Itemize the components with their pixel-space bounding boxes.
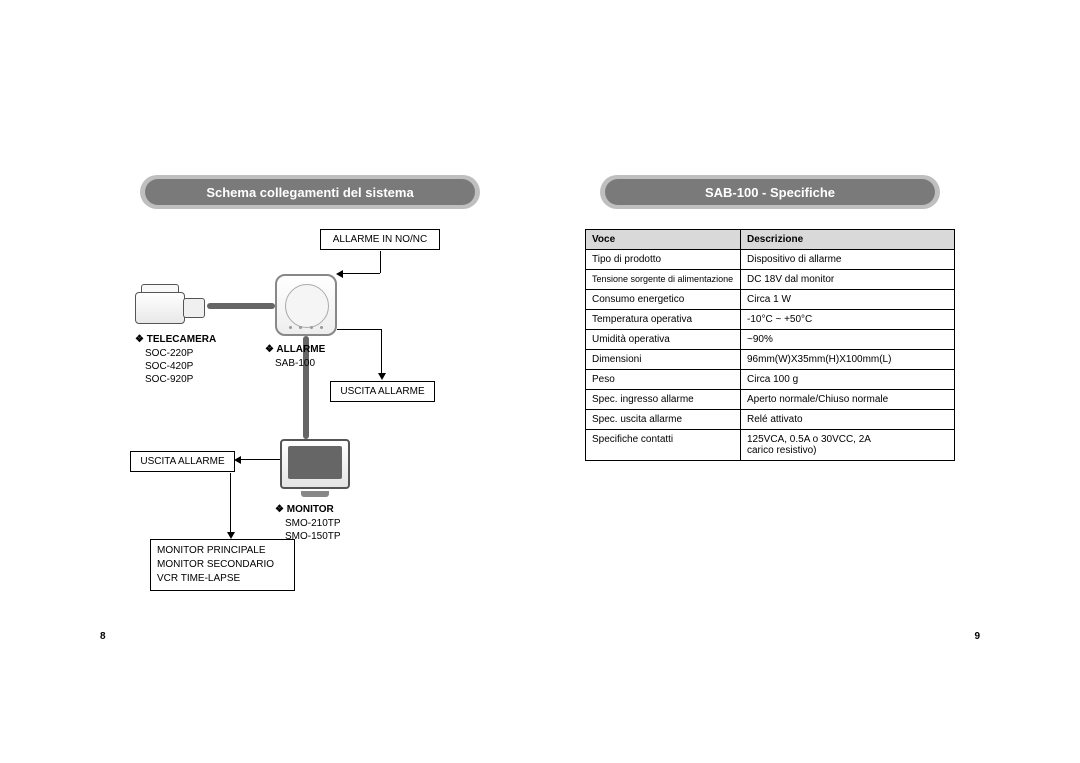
heading-telecamera: ❖ TELECAMERA bbox=[135, 334, 216, 345]
table-row: Specifiche contatti125VCA, 0.5A o 30VCC,… bbox=[586, 430, 955, 461]
arrow bbox=[381, 329, 382, 374]
table-row: Umidità operativa~90% bbox=[586, 330, 955, 350]
cell-voce: Dimensioni bbox=[586, 350, 741, 370]
line bbox=[337, 329, 381, 330]
cell-voce: Temperatura operativa bbox=[586, 310, 741, 330]
arrow bbox=[230, 473, 231, 533]
cell-desc: Aperto normale/Chiuso normale bbox=[741, 390, 955, 410]
cell-desc: 96mm(W)X35mm(H)X100mm(L) bbox=[741, 350, 955, 370]
cell-desc: DC 18V dal monitor bbox=[741, 270, 955, 290]
cell-voce: Spec. uscita allarme bbox=[586, 410, 741, 430]
cell-voce: Consumo energetico bbox=[586, 290, 741, 310]
page-number-right: 9 bbox=[974, 631, 980, 642]
table-row: Consumo energeticoCirca 1 W bbox=[586, 290, 955, 310]
right-title-text: SAB-100 - Specifiche bbox=[605, 179, 935, 205]
right-title-pill: SAB-100 - Specifiche bbox=[600, 175, 940, 209]
cell-desc: -10°C ~ +50°C bbox=[741, 310, 955, 330]
system-diagram: ALLARME IN NO/NC ❖ TELECAMERA SOC-220P S bbox=[125, 229, 495, 599]
cell-desc: Circa 1 W bbox=[741, 290, 955, 310]
telecamera-models: SOC-220P SOC-420P SOC-920P bbox=[145, 347, 193, 386]
cell-voce: Specifiche contatti bbox=[586, 430, 741, 461]
camera-icon bbox=[135, 284, 207, 329]
page-number-left: 8 bbox=[100, 631, 106, 642]
table-row: PesoCirca 100 g bbox=[586, 370, 955, 390]
cell-voce: Tensione sorgente di alimentazione bbox=[586, 270, 741, 290]
table-row: Dimensioni96mm(W)X35mm(H)X100mm(L) bbox=[586, 350, 955, 370]
cable bbox=[207, 303, 275, 309]
heading-monitor: ❖ MONITOR bbox=[275, 504, 334, 515]
table-row: Spec. uscita allarmeRelé attivato bbox=[586, 410, 955, 430]
left-page: Schema collegamenti del sistema ALLARME … bbox=[60, 130, 540, 650]
col-header-desc: Descrizione bbox=[741, 230, 955, 250]
table-row: Tipo di prodottoDispositivo di allarme bbox=[586, 250, 955, 270]
cell-desc: Circa 100 g bbox=[741, 370, 955, 390]
table-row: Spec. ingresso allarmeAperto normale/Chi… bbox=[586, 390, 955, 410]
cell-desc: Dispositivo di allarme bbox=[741, 250, 955, 270]
cell-voce: Peso bbox=[586, 370, 741, 390]
allarme-model: SAB-100 bbox=[275, 357, 315, 370]
label-alarm-in: ALLARME IN NO/NC bbox=[320, 229, 440, 250]
page-spread: Schema collegamenti del sistema ALLARME … bbox=[60, 130, 1020, 650]
cell-voce: Tipo di prodotto bbox=[586, 250, 741, 270]
monitor-icon bbox=[280, 439, 350, 497]
arrow bbox=[342, 273, 380, 274]
line bbox=[380, 251, 381, 273]
spec-table: Voce Descrizione Tipo di prodottoDisposi… bbox=[585, 229, 955, 461]
label-monitor-list: MONITOR PRINCIPALE MONITOR SECONDARIO VC… bbox=[150, 539, 295, 591]
label-uscita-allarme-2: USCITA ALLARME bbox=[130, 451, 235, 472]
right-page: SAB-100 - Specifiche Voce Descrizione Ti… bbox=[540, 130, 1020, 650]
col-header-voce: Voce bbox=[586, 230, 741, 250]
table-row: Temperatura operativa-10°C ~ +50°C bbox=[586, 310, 955, 330]
left-title-pill: Schema collegamenti del sistema bbox=[140, 175, 480, 209]
table-row: Tensione sorgente di alimentazioneDC 18V… bbox=[586, 270, 955, 290]
arrow bbox=[240, 459, 280, 460]
cell-desc: Relé attivato bbox=[741, 410, 955, 430]
heading-allarme: ❖ ALLARME bbox=[265, 344, 325, 355]
cell-voce: Umidità operativa bbox=[586, 330, 741, 350]
alarm-device-icon bbox=[275, 274, 337, 336]
cell-desc: 125VCA, 0.5A o 30VCC, 2A carico resistiv… bbox=[741, 430, 955, 461]
cell-voce: Spec. ingresso allarme bbox=[586, 390, 741, 410]
label-uscita-allarme-1: USCITA ALLARME bbox=[330, 381, 435, 402]
cell-desc: ~90% bbox=[741, 330, 955, 350]
left-title-text: Schema collegamenti del sistema bbox=[145, 179, 475, 205]
